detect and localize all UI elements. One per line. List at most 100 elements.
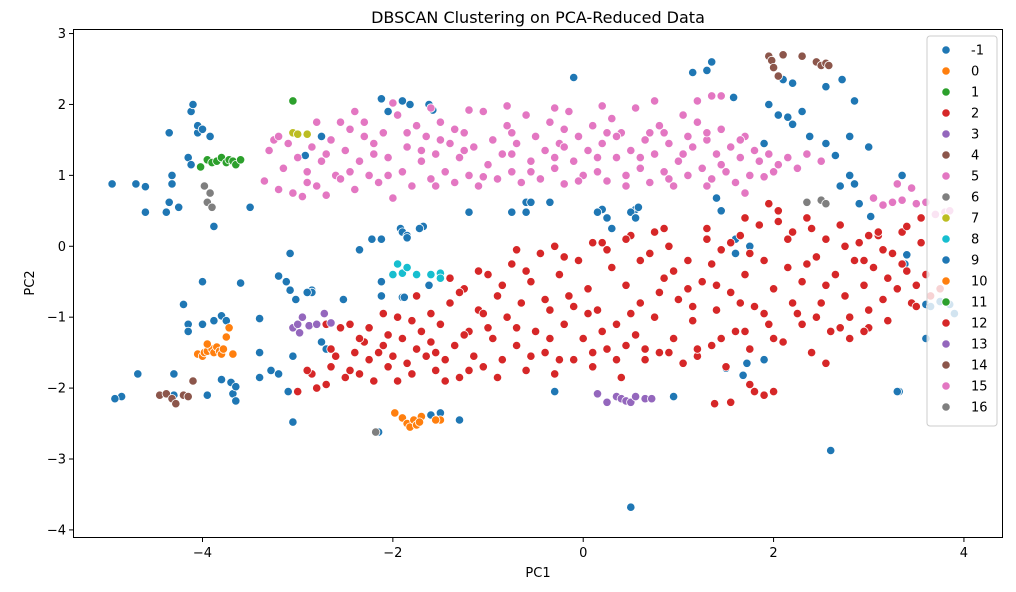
data-point bbox=[683, 284, 693, 294]
data-point bbox=[492, 174, 503, 184]
data-point bbox=[792, 163, 803, 173]
data-point bbox=[635, 163, 645, 173]
data-point bbox=[802, 259, 812, 269]
data-point bbox=[376, 291, 386, 301]
legend-marker bbox=[941, 339, 951, 349]
data-point bbox=[821, 280, 831, 290]
series-6 bbox=[199, 181, 831, 212]
data-point bbox=[440, 355, 450, 365]
data-point bbox=[716, 124, 726, 134]
data-point bbox=[459, 330, 469, 340]
legend-item: 7 bbox=[941, 212, 979, 227]
data-point bbox=[711, 305, 722, 315]
data-point bbox=[764, 99, 774, 110]
data-point bbox=[440, 376, 450, 386]
data-point bbox=[602, 397, 612, 407]
data-point bbox=[564, 106, 574, 117]
legend-item: 1 bbox=[941, 86, 979, 101]
data-point bbox=[273, 131, 284, 141]
data-point bbox=[369, 376, 379, 386]
data-point bbox=[911, 280, 921, 290]
data-point bbox=[259, 176, 269, 186]
data-point bbox=[316, 131, 327, 141]
data-point bbox=[773, 216, 783, 227]
data-point bbox=[778, 50, 788, 60]
data-point bbox=[835, 323, 845, 333]
y-tick-label: 0 bbox=[58, 240, 66, 255]
data-point bbox=[383, 170, 393, 180]
data-point bbox=[454, 415, 465, 425]
data-point bbox=[435, 319, 445, 329]
data-point bbox=[588, 362, 598, 372]
data-point bbox=[231, 396, 241, 406]
data-point bbox=[805, 131, 815, 141]
data-point bbox=[659, 273, 669, 283]
data-point bbox=[236, 155, 246, 165]
data-point bbox=[792, 308, 803, 319]
data-point bbox=[668, 266, 679, 276]
data-point bbox=[759, 255, 769, 266]
data-point bbox=[583, 284, 593, 294]
legend-label: 8 bbox=[971, 233, 979, 248]
data-point bbox=[255, 313, 265, 324]
data-point bbox=[288, 417, 298, 427]
data-point bbox=[326, 135, 336, 145]
data-point bbox=[399, 292, 409, 302]
data-point bbox=[588, 347, 598, 358]
data-point bbox=[464, 207, 474, 217]
data-point bbox=[845, 333, 855, 344]
data-point bbox=[916, 238, 926, 248]
data-point bbox=[783, 112, 793, 122]
legend-label: 13 bbox=[971, 338, 988, 353]
data-point bbox=[266, 365, 276, 375]
data-point bbox=[664, 241, 674, 251]
data-point bbox=[583, 308, 593, 319]
data-point bbox=[392, 376, 403, 386]
data-point bbox=[707, 174, 717, 184]
data-point bbox=[569, 355, 579, 365]
data-point bbox=[911, 199, 921, 209]
data-point bbox=[367, 234, 377, 244]
data-point bbox=[730, 326, 741, 336]
legend-marker bbox=[941, 66, 951, 76]
data-point bbox=[316, 156, 327, 166]
data-point bbox=[621, 234, 631, 244]
data-point bbox=[435, 117, 445, 127]
legend-marker bbox=[941, 318, 951, 328]
data-point bbox=[878, 200, 888, 210]
data-point bbox=[326, 362, 336, 372]
data-point bbox=[405, 99, 415, 110]
data-point bbox=[454, 372, 465, 383]
data-point bbox=[673, 156, 684, 166]
data-point bbox=[473, 181, 484, 191]
data-point bbox=[302, 177, 312, 188]
data-point bbox=[345, 167, 355, 177]
data-point bbox=[711, 193, 722, 203]
legend-item: 10 bbox=[941, 275, 988, 290]
data-point bbox=[759, 172, 769, 182]
data-point bbox=[864, 305, 874, 315]
data-point bbox=[707, 259, 717, 269]
data-point bbox=[709, 399, 720, 409]
data-point bbox=[521, 207, 531, 217]
data-point bbox=[688, 301, 698, 312]
data-point bbox=[488, 333, 498, 344]
legend-item: 16 bbox=[941, 401, 988, 416]
data-point bbox=[293, 153, 303, 163]
data-point bbox=[649, 312, 660, 322]
legend-label: 6 bbox=[971, 191, 979, 206]
data-point bbox=[340, 372, 350, 383]
legend-label: 12 bbox=[971, 317, 988, 332]
data-point bbox=[821, 234, 831, 244]
data-point bbox=[511, 138, 522, 149]
data-point bbox=[431, 149, 441, 159]
data-point bbox=[164, 197, 174, 207]
data-point bbox=[335, 174, 346, 184]
data-point bbox=[388, 98, 398, 108]
data-point bbox=[735, 298, 745, 308]
data-point bbox=[445, 138, 455, 149]
data-point bbox=[383, 106, 393, 117]
data-point bbox=[302, 287, 312, 297]
data-point bbox=[492, 291, 503, 301]
data-point bbox=[892, 284, 902, 294]
